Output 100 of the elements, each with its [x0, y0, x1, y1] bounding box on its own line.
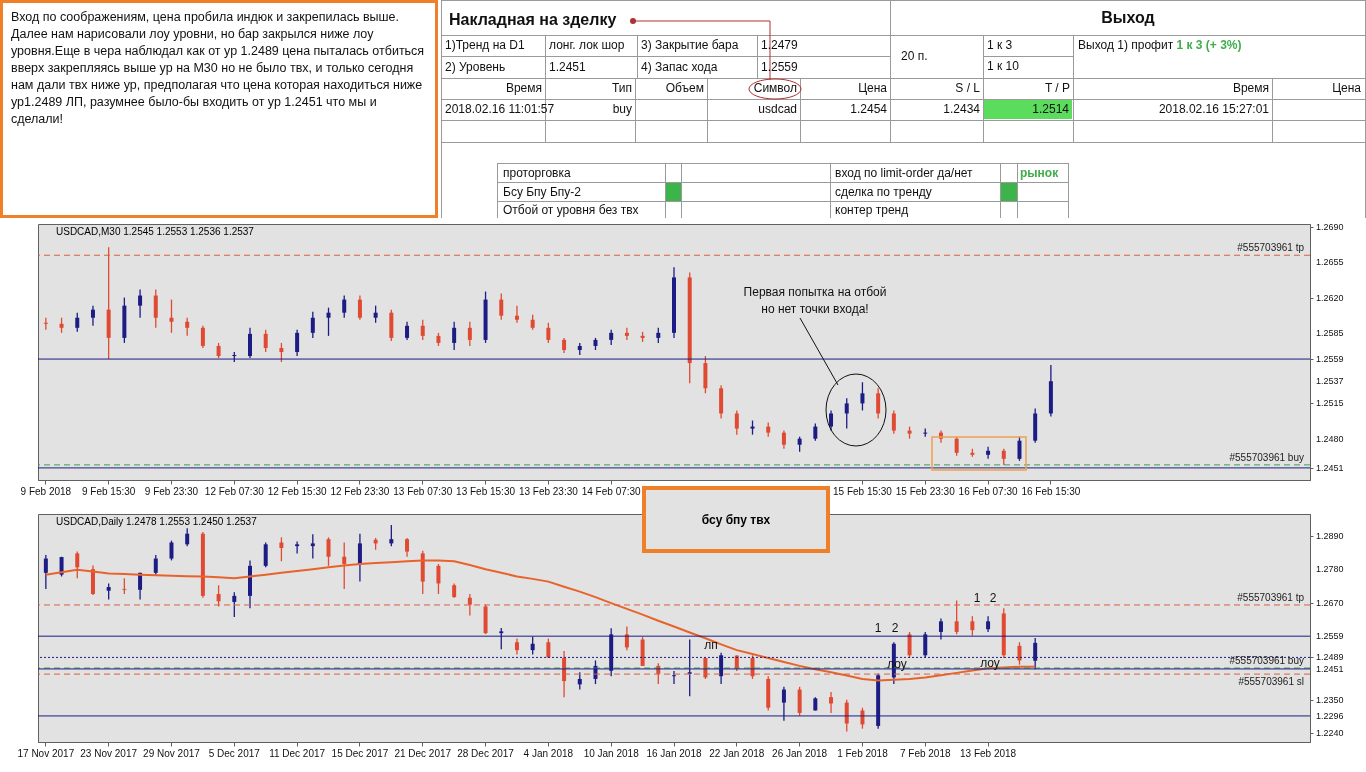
x-tick-label: 13 Feb 23:30: [518, 485, 579, 497]
candlestick: [279, 342, 284, 363]
candlestick: [310, 311, 315, 339]
annotation: 1: [973, 591, 981, 605]
candlestick: [420, 319, 425, 341]
candlestick: [185, 317, 190, 337]
x-tick-label: 21 Dec 2017: [394, 747, 452, 759]
text: 3) Закрытие бара: [641, 38, 739, 52]
text: Цена: [858, 81, 887, 95]
inset-frame: бсу бпу твх: [642, 486, 830, 553]
candlestick: [200, 325, 205, 349]
text: вход по limit-order да/нет: [835, 166, 973, 180]
candlestick: [436, 563, 441, 595]
text: Время: [1232, 81, 1269, 95]
x-tick-label: 9 Feb 2018: [20, 485, 72, 497]
text: 1.2454: [850, 102, 887, 116]
x-tick-label: 9 Feb 23:30: [144, 485, 199, 497]
candlestick: [954, 436, 959, 457]
candlestick: [781, 429, 786, 450]
x-tick-label: 15 Feb 23:30: [895, 485, 956, 497]
candlestick: [734, 409, 739, 436]
text: S / L: [955, 81, 980, 95]
annotation: 2: [891, 621, 899, 635]
y-tick-label: 1.2670: [1316, 597, 1344, 608]
candlestick: [153, 288, 158, 329]
text: Накладная на зделку: [449, 11, 617, 28]
x-tick-label: 13 Feb 2018: [959, 747, 1017, 759]
candlestick: [169, 298, 174, 334]
x-tick-label: 10 Jan 2018: [583, 747, 640, 759]
text: 1 к 3: [987, 38, 1013, 52]
chart-title: USDCAD,Daily 1.2478 1.2553 1.2450 1.2537: [56, 516, 258, 527]
y-tick-label: 1.2585: [1316, 327, 1344, 338]
text: сделка по тренду: [835, 185, 932, 199]
candlestick: [405, 321, 410, 341]
x-tick-label: 12 Feb 15:30: [267, 485, 328, 497]
candlestick: [342, 541, 347, 590]
annotation: 2: [989, 591, 997, 605]
candlestick: [295, 329, 300, 357]
text: 2018.02.16 11:01:57: [445, 102, 555, 116]
x-tick-label: 15 Feb 15:30: [832, 485, 893, 497]
text: T / P: [1044, 81, 1070, 95]
y-tick-label: 1.2480: [1316, 433, 1344, 444]
candlestick: [546, 322, 551, 344]
x-tick-label: 13 Feb 15:30: [456, 485, 516, 497]
text: 20 п.: [901, 49, 928, 63]
x-tick-label: 13 Feb 07:30: [393, 485, 453, 497]
y-tick-label: 1.2296: [1316, 710, 1344, 721]
candlestick: [90, 304, 95, 327]
candlestick: [138, 288, 143, 319]
candlestick: [797, 686, 802, 717]
text: 2) Уровень: [445, 60, 506, 74]
candlestick: [263, 541, 268, 569]
candlestick: [907, 631, 912, 659]
y-tick-label: 1.2559: [1316, 631, 1344, 642]
text: 1.2434: [943, 102, 980, 116]
text: Цена: [1332, 81, 1361, 95]
candlestick: [389, 524, 394, 547]
text: 2018.02.16 15:27:01: [1158, 102, 1269, 116]
candlestick: [829, 409, 834, 432]
candlestick: [467, 593, 472, 617]
annotation: лп: [704, 638, 718, 652]
candlestick: [326, 536, 331, 567]
candlestick: [342, 294, 347, 319]
x-tick-label: 12 Feb 07:30: [204, 485, 265, 497]
candlestick: [43, 317, 48, 331]
candlestick: [263, 329, 268, 353]
candlestick: [75, 550, 80, 579]
y-tick-label: 1.2451: [1316, 462, 1344, 473]
y-tick-label: 1.2515: [1316, 398, 1344, 409]
candlestick: [310, 533, 315, 560]
text: 1.2451: [549, 60, 586, 74]
text: Время: [505, 81, 542, 95]
annotation: 1: [874, 621, 882, 635]
candlestick: [75, 312, 80, 333]
y-tick-label: 1.2537: [1316, 376, 1344, 387]
text: 1.2559: [761, 60, 798, 74]
y-tick-label: 1.2489: [1316, 652, 1344, 663]
ref-line-label: #555703961 tp: [1237, 242, 1305, 254]
ref-line-label: #555703961 tp: [1237, 591, 1305, 603]
text: 4) Запас хода: [641, 60, 718, 74]
candlestick: [43, 554, 48, 590]
y-tick-label: 1.2559: [1316, 354, 1344, 365]
text: 1.2514: [1032, 102, 1069, 116]
x-tick-label: 1 Feb 2018: [837, 747, 889, 759]
candlestick: [876, 387, 881, 420]
x-tick-label: 5 Dec 2017: [208, 747, 261, 759]
text: Объем: [665, 81, 704, 95]
text: Вход по соображениям, цена пробила индюк и закрепилась выше. Далее нам нарисовали лоу уровни, но бар закрылся ниже лоу уровня.Еще в чера наблюдал как от ур 1.2489 цена пыталась отбиться вверх закрепляясь выше ур на М30 но не было твх, и только сегодня нам дали твх ниже ур, предполагая что цена которая находиться ниже ур1.2489 ЛП, разумнее было-бы входить от ур 1.2451 что мы и сделали!: [11, 10, 425, 126]
candlestick: [624, 327, 629, 341]
candlestick: [1017, 641, 1022, 666]
y-tick-label: 1.2690: [1316, 222, 1344, 233]
candlestick: [514, 304, 519, 324]
chart-title: USDCAD,M30 1.2545 1.2553 1.2536 1.2537: [56, 226, 255, 237]
annotation: лоу: [980, 656, 1000, 670]
x-tick-label: 17 Nov 2017: [17, 747, 75, 759]
text: 1 к 3 (+ 3%): [1176, 38, 1242, 52]
x-tick-label: 16 Feb 07:30: [958, 485, 1018, 497]
ref-line-label: #555703961 buy: [1229, 655, 1304, 667]
candlestick: [986, 446, 991, 460]
text: 1 к 10: [987, 59, 1019, 73]
